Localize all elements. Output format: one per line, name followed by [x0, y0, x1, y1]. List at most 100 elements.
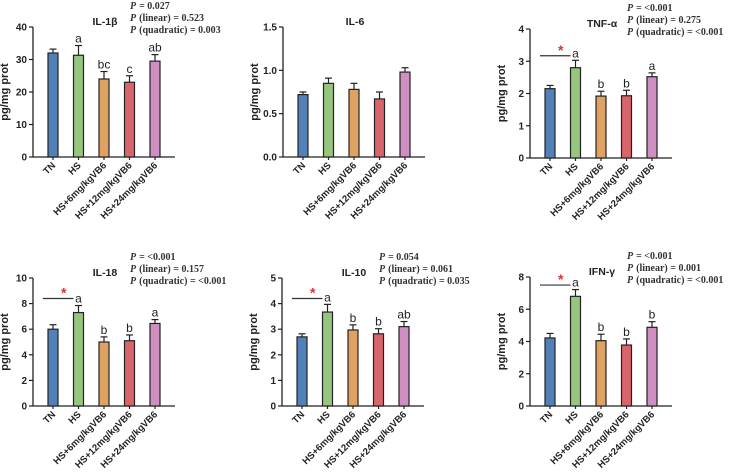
p-symbol: P: [627, 251, 634, 262]
y-axis-label: pg/mg prot: [496, 64, 508, 122]
bar: [347, 329, 359, 407]
chart-title: IL-1β: [92, 16, 118, 28]
y-tick-label: 3: [270, 325, 276, 336]
x-tick-label: HS: [67, 160, 84, 177]
significance-letter: a: [572, 276, 579, 290]
p-symbol: P: [379, 276, 386, 287]
p-symbol: P: [130, 1, 137, 12]
bar: [47, 52, 59, 158]
x-tick-label: HS: [67, 409, 84, 426]
p-symbol: P: [627, 3, 634, 14]
p-symbol: P: [130, 264, 137, 275]
p-value: (linear) = 0.061: [388, 264, 453, 275]
p-symbol: P: [130, 252, 137, 263]
p-symbol: P: [130, 13, 137, 24]
p-symbol: P: [379, 252, 386, 263]
p-value: (linear) = 0.157: [139, 264, 204, 275]
y-tick-label: 1.5: [263, 23, 277, 34]
bar: [47, 328, 59, 407]
bar: [321, 311, 334, 407]
y-tick-label: 1.0: [263, 66, 277, 77]
significance-letter: a: [152, 306, 159, 320]
bar: [569, 295, 582, 407]
p-value: = <0.001: [636, 251, 672, 262]
y-tick-label: 0: [518, 402, 524, 413]
p-symbol: P: [627, 263, 634, 274]
x-tick-label: TN: [538, 409, 555, 426]
y-tick-label: 0.0: [263, 153, 277, 164]
bar: [296, 336, 308, 407]
bar: [620, 344, 633, 407]
p-value: (linear) = 0.523: [139, 13, 204, 24]
p-value-text: P (linear) = 0.275: [627, 15, 701, 26]
bar: [373, 98, 386, 158]
bar: [123, 81, 136, 158]
significance-letter: b: [101, 323, 108, 337]
p-value-text: P (quadratic) = 0.003: [130, 25, 221, 36]
x-tick-label: TN: [41, 160, 58, 177]
p-value: (quadratic) = <0.001: [636, 27, 723, 38]
y-tick-label: 1: [518, 121, 524, 132]
bar: [569, 67, 582, 159]
bar: [620, 95, 633, 159]
y-tick-label: 5: [270, 274, 276, 285]
x-tick-label: HS: [317, 160, 334, 177]
y-tick-label: 40: [16, 23, 28, 34]
p-symbol: P: [627, 27, 634, 38]
bar: [646, 326, 658, 407]
bar: [297, 93, 309, 158]
x-tick-label: TN: [291, 160, 308, 177]
y-tick-label: 1: [270, 376, 276, 387]
significance-letter: b: [350, 311, 357, 325]
x-tick-label: TN: [41, 409, 58, 426]
p-symbol: P: [130, 25, 137, 36]
significance-letter: bc: [98, 58, 111, 72]
significance-letter: ab: [397, 308, 411, 322]
y-tick-label: 30: [16, 55, 28, 66]
bar: [646, 76, 658, 159]
y-tick-label: 0: [518, 154, 524, 165]
bar: [595, 95, 607, 159]
x-tick-label: TN: [538, 161, 555, 178]
p-symbol: P: [379, 264, 386, 275]
significance-letter: b: [623, 325, 630, 339]
significance-letter: a: [324, 290, 331, 304]
x-tick-label: HS: [564, 409, 581, 426]
chart-title: IL-10: [342, 267, 367, 279]
bar: [72, 54, 85, 158]
significance-letter: a: [75, 292, 82, 306]
significance-star: *: [558, 271, 564, 287]
bar: [372, 333, 385, 407]
p-value: (linear) = 0.001: [636, 263, 701, 274]
significance-star: *: [61, 284, 67, 300]
significance-letter: b: [623, 76, 630, 90]
p-value: (quadratic) = 0.035: [388, 276, 470, 287]
p-value: (quadratic) = 0.003: [139, 25, 221, 36]
y-tick-label: 0: [21, 153, 27, 164]
p-value: = <0.001: [636, 3, 672, 14]
bar: [98, 78, 110, 158]
p-value-text: P (linear) = 0.523: [130, 13, 204, 24]
bar: [595, 340, 607, 407]
significance-letter: b: [598, 320, 605, 334]
y-tick-label: 4: [270, 299, 276, 310]
significance-letter: a: [572, 46, 579, 60]
significance-letter: ab: [148, 41, 162, 55]
y-tick-label: 10: [16, 274, 28, 285]
y-tick-label: 8: [21, 299, 27, 310]
bar: [399, 71, 411, 158]
x-tick-label: HS: [316, 409, 333, 426]
y-tick-label: 6: [518, 305, 524, 316]
significance-star: *: [310, 284, 316, 300]
significance-letter: b: [126, 321, 133, 335]
p-value-text: P = 0.054: [379, 252, 419, 263]
bar: [544, 88, 556, 159]
y-tick-label: 4: [21, 350, 27, 361]
bar: [322, 82, 335, 158]
y-tick-label: 0: [270, 402, 276, 413]
